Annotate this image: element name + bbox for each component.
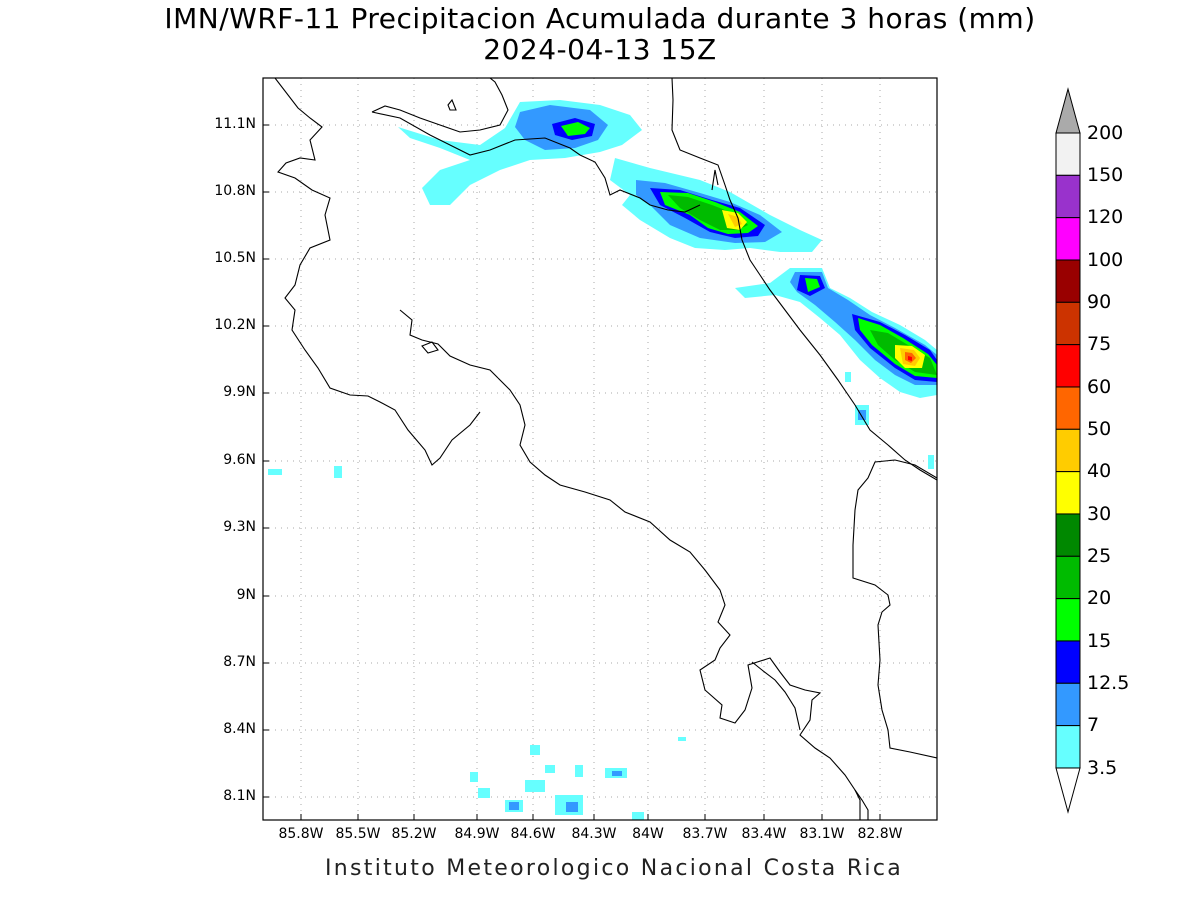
lake-island <box>447 98 457 111</box>
precip-small-cells-7 <box>509 410 866 812</box>
colorbar-label: 3.5 <box>1087 757 1118 779</box>
nicoya-coast <box>399 309 499 379</box>
nicaragua-pacific-coast <box>274 78 481 466</box>
y-tick-label: 11.1N <box>214 116 256 132</box>
x-tick-label: 83.1W <box>799 826 845 842</box>
x-tick-label: 85.8W <box>278 826 324 842</box>
colorbar-swatch <box>1055 217 1081 261</box>
precip-area-60 <box>908 356 912 361</box>
x-tick-label: 83.7W <box>682 826 728 842</box>
precipitation-field <box>268 100 937 820</box>
y-tick-label: 9N <box>236 587 256 603</box>
colorbar-over-triangle <box>1055 87 1081 134</box>
colorbar-label: 12.5 <box>1087 672 1130 694</box>
map-title: IMN/WRF-11 Precipitacion Acumulada duran… <box>164 2 1036 35</box>
lake-nicaragua-shore <box>371 78 509 133</box>
colorbar-swatch <box>1055 682 1081 727</box>
y-tick-label: 9.3N <box>223 519 256 535</box>
y-tick-label: 9.9N <box>223 384 256 400</box>
y-tick-label: 9.6N <box>223 452 256 468</box>
nicaragua-cr-border <box>371 111 701 213</box>
colorbar-swatch <box>1055 174 1081 219</box>
cr-panama-border-south <box>854 789 869 820</box>
colorbar-swatch <box>1055 640 1081 684</box>
map-frame <box>262 77 938 821</box>
colorbar-swatch <box>1055 513 1081 557</box>
island <box>421 341 439 354</box>
colorbar-label: 60 <box>1087 376 1112 398</box>
colorbar-label: 15 <box>1087 630 1112 652</box>
x-tick-label: 85.5W <box>335 826 381 842</box>
colorbar-label: 30 <box>1087 503 1112 525</box>
y-tick-label: 10.8N <box>214 183 256 199</box>
x-tick-label: 82.8W <box>857 826 903 842</box>
x-tick-label: 83.4W <box>741 826 787 842</box>
y-tick-label: 8.1N <box>223 788 256 804</box>
precip-area-15 <box>561 122 590 136</box>
y-tick-label: 10.5N <box>214 250 256 266</box>
y-tick-label: 8.7N <box>223 654 256 670</box>
colorbar-swatch <box>1055 598 1081 642</box>
colorbar-swatch <box>1055 344 1081 388</box>
east-coast-inlet <box>711 169 719 191</box>
colorbar-swatch <box>1055 471 1081 515</box>
colorbar-label: 200 <box>1087 122 1124 144</box>
footer-credit: Instituto Meteorologico Nacional Costa R… <box>324 856 904 881</box>
coastlines <box>274 78 937 820</box>
cr-panama-border <box>852 459 937 759</box>
caribbean-coast <box>671 78 937 481</box>
y-tick-label: 10.2N <box>214 317 256 333</box>
colorbar-label: 75 <box>1087 333 1112 355</box>
colorbar-label: 150 <box>1087 164 1124 186</box>
x-tick-label: 84.6W <box>510 826 556 842</box>
axis-ticks <box>263 124 881 820</box>
map-area <box>263 78 937 820</box>
colorbar-swatch <box>1055 386 1081 430</box>
x-tick-label: 84W <box>632 826 664 842</box>
y-tick-label: 8.4N <box>223 721 256 737</box>
osa-peninsula <box>751 661 801 731</box>
colorbar-swatch <box>1055 555 1081 600</box>
colorbar-swatch <box>1055 132 1081 176</box>
colorbar-label: 7 <box>1087 714 1100 736</box>
colorbar-label: 25 <box>1087 545 1112 567</box>
colorbar-label: 120 <box>1087 206 1124 228</box>
colorbar-swatch <box>1055 428 1081 473</box>
map-subtitle: 2024-04-13 15Z <box>483 33 717 66</box>
colorbar-label: 40 <box>1087 460 1112 482</box>
colorbar-label: 20 <box>1087 587 1112 609</box>
colorbar-swatch <box>1055 725 1081 769</box>
colorbar-under-triangle <box>1055 767 1081 814</box>
x-tick-label: 85.2W <box>391 826 437 842</box>
colorbar-label: 100 <box>1087 249 1124 271</box>
colorbar-swatch <box>1055 259 1081 303</box>
colorbar-swatch <box>1055 301 1081 346</box>
colorbar-label: 90 <box>1087 291 1112 313</box>
x-tick-label: 84.3W <box>571 826 617 842</box>
colorbar <box>1055 87 1081 814</box>
colorbar-label: 50 <box>1087 418 1112 440</box>
x-tick-label: 84.9W <box>454 826 500 842</box>
pacific-coast-south <box>497 377 861 820</box>
